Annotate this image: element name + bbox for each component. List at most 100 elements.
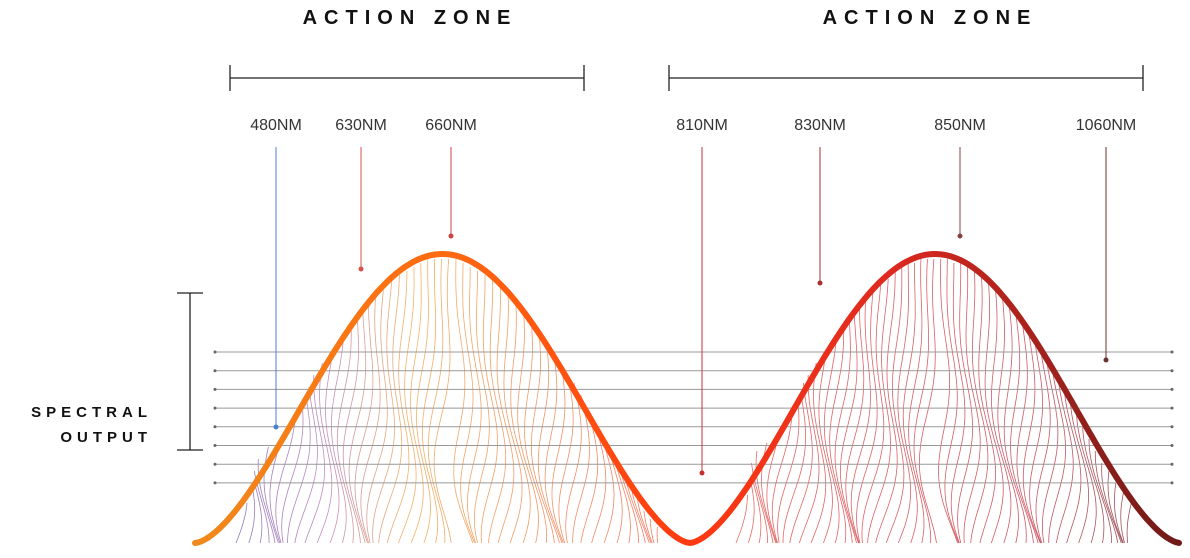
thread <box>524 318 547 544</box>
thread <box>572 394 590 544</box>
guide-dot <box>1170 387 1174 391</box>
thread <box>503 294 523 544</box>
thread <box>398 266 417 544</box>
thread <box>342 318 361 544</box>
thread <box>607 446 623 544</box>
leader-dot <box>817 280 823 286</box>
thread <box>766 430 781 544</box>
side-label: OUTPUT <box>60 429 152 446</box>
thread <box>613 458 631 544</box>
guide-dot <box>213 350 217 354</box>
zone-title: ACTION ZONE <box>823 7 1038 29</box>
thread <box>963 266 981 544</box>
thread <box>1088 438 1112 544</box>
thread <box>625 478 646 544</box>
thread <box>818 350 833 544</box>
thread <box>453 258 474 544</box>
thread <box>378 274 403 544</box>
thread <box>558 374 574 544</box>
thread <box>544 350 563 544</box>
zone-title: ACTION ZONE <box>303 7 518 29</box>
thread <box>422 258 439 544</box>
decorative-threads <box>235 258 1132 544</box>
guide-dot <box>1170 462 1174 466</box>
thread <box>248 490 256 544</box>
thread <box>637 498 652 544</box>
zone-brackets <box>177 65 1144 451</box>
thread <box>1094 451 1119 544</box>
wavelength-label: 810NM <box>676 117 728 134</box>
thread <box>1114 482 1124 544</box>
wavelength-label: 480NM <box>250 117 302 134</box>
thread <box>1029 338 1043 544</box>
thread <box>619 466 639 543</box>
thread <box>782 394 806 544</box>
thread <box>580 410 598 544</box>
guide-dot <box>213 425 217 429</box>
thread <box>360 294 381 544</box>
thread <box>991 286 1012 544</box>
wavelength-label: 630NM <box>335 117 387 134</box>
thread <box>834 322 853 544</box>
thread <box>970 270 989 544</box>
thread <box>551 362 566 544</box>
thread <box>840 314 858 544</box>
thread <box>294 386 318 544</box>
thread <box>1035 350 1051 544</box>
thread <box>823 342 840 544</box>
thread <box>810 362 827 544</box>
thread <box>957 263 974 544</box>
thread <box>510 302 531 544</box>
thread <box>386 271 410 544</box>
guide-dot <box>213 369 217 373</box>
thread <box>631 490 650 544</box>
wavelength-label: 1060NM <box>1076 117 1136 134</box>
thread <box>1022 330 1041 544</box>
leader-dot <box>699 470 705 476</box>
thread <box>565 382 582 544</box>
thread <box>304 374 325 544</box>
thread <box>488 278 507 544</box>
leader-dot <box>1103 357 1109 363</box>
thread <box>938 259 958 544</box>
thread <box>908 258 925 544</box>
thread <box>747 482 755 544</box>
thread <box>875 271 898 544</box>
spectrum-curve <box>192 251 1182 547</box>
thread <box>427 258 446 544</box>
thread <box>601 434 615 544</box>
thread <box>537 338 560 544</box>
guide-dot <box>1170 481 1174 485</box>
thread <box>867 278 891 544</box>
thread <box>643 510 653 544</box>
thread <box>789 382 813 544</box>
guide-dot <box>213 462 217 466</box>
thread <box>287 398 311 543</box>
thread <box>416 258 431 544</box>
leader-dot <box>358 266 364 272</box>
thread <box>1056 382 1074 544</box>
thread <box>281 410 304 544</box>
thread <box>467 267 482 544</box>
wavelength-label: 850NM <box>934 117 986 134</box>
leader-dot <box>957 233 963 239</box>
thread <box>473 271 490 544</box>
guide-dot <box>213 387 217 391</box>
thread <box>354 302 374 544</box>
thread <box>845 307 865 544</box>
thread <box>496 286 515 544</box>
thread <box>850 298 871 544</box>
thread <box>460 263 475 544</box>
thread <box>1101 462 1122 544</box>
thread <box>410 262 424 544</box>
thread <box>1076 414 1097 544</box>
thread <box>325 350 340 544</box>
thread <box>902 263 918 544</box>
wavelength-label: 830NM <box>794 117 846 134</box>
guide-dot <box>1170 369 1174 373</box>
thread <box>656 526 659 544</box>
thread <box>1120 490 1125 544</box>
guide-dot <box>213 444 217 447</box>
thread <box>897 262 912 544</box>
